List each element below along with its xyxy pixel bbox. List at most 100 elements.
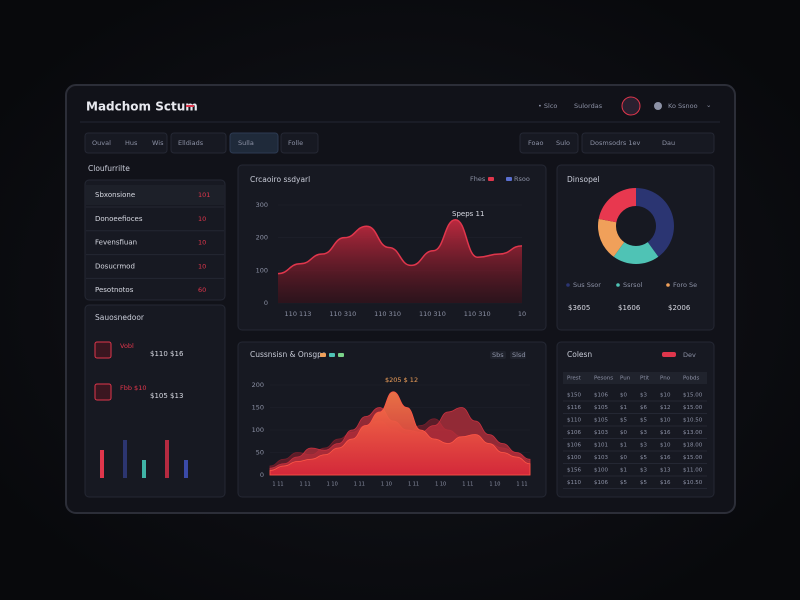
tab[interactable] (280, 132, 319, 154)
x-tick-label: 10 (518, 310, 526, 318)
tab[interactable] (170, 132, 227, 154)
list-label: Dosucrmod (95, 262, 135, 270)
legend-pill (510, 351, 526, 359)
donut-segment (598, 218, 625, 257)
filter-group[interactable] (519, 132, 579, 154)
x-tick-label: 1 11 (408, 482, 419, 488)
table-cell: $0 (620, 455, 627, 461)
x-tick-label: 110 310 (374, 310, 401, 318)
table-cell: $10.50 (683, 480, 703, 486)
table-cell: $1 (620, 468, 627, 474)
nav-link[interactable]: • Slco (538, 102, 557, 110)
table-cell: $106 (567, 430, 581, 436)
legend-value: $2006 (668, 304, 691, 312)
table-cell: $106 (594, 480, 608, 486)
x-tick-label: 1 10 (327, 482, 338, 488)
legend-dot (666, 283, 670, 287)
dropdown-caret[interactable]: ⌄ (706, 101, 711, 109)
table-header: Pesons (594, 376, 613, 382)
bar (123, 440, 127, 478)
table-cell: $5 (620, 480, 627, 486)
table-cell: $0 (620, 393, 627, 399)
tab-active[interactable] (229, 132, 279, 154)
legend-dot (616, 283, 620, 287)
table-cell: $3 (640, 443, 647, 449)
legend-swatch (488, 177, 494, 181)
x-tick-label: 1 11 (462, 482, 473, 488)
table-cell: $15.00 (683, 455, 703, 461)
user-name[interactable]: Ko Ssnoo (668, 102, 698, 110)
settings-icon[interactable] (654, 102, 662, 110)
table-cell: $100 (594, 468, 608, 474)
legend-label: Sbs (492, 351, 504, 359)
y-tick-label: 200 (256, 234, 268, 242)
y-tick-label: 100 (256, 266, 268, 274)
legend-pill (490, 351, 506, 359)
table-cell: $156 (567, 468, 581, 474)
table-cell: $15.00 (683, 405, 703, 411)
list-value: 60 (198, 286, 206, 294)
panel-title: Colesn (567, 350, 592, 359)
toolbar-label[interactable]: Dau (662, 139, 675, 147)
y-tick-label: 50 (256, 449, 264, 457)
list-label: Pesotnotos (95, 286, 134, 294)
table-cell: $11.00 (683, 468, 703, 474)
y-tick-label: 150 (252, 404, 264, 412)
legend-label: Foro Se (673, 281, 697, 289)
avatar[interactable] (621, 96, 641, 116)
legend-label: Fhes (470, 175, 486, 183)
tab-label[interactable]: Sulla (238, 139, 254, 147)
toolbar-label[interactable]: Foao (528, 139, 543, 147)
toolbar-label[interactable]: Dosmsodrs 1ev (590, 139, 640, 147)
bar (165, 440, 169, 478)
legend-label: Rsoo (514, 175, 530, 183)
list-label: Fevensfiuan (95, 239, 137, 247)
chart-annotation: Speps 11 (452, 210, 484, 218)
tab-label[interactable]: Wis (152, 139, 164, 147)
tab-label[interactable]: Elldiads (178, 139, 204, 147)
tab-label[interactable]: Folle (288, 139, 303, 147)
table-cell: $106 (567, 443, 581, 449)
table-cell: $3 (640, 393, 647, 399)
table-cell: $6 (640, 405, 647, 411)
nav-link[interactable]: Sulordas (574, 102, 603, 110)
x-tick-label: 110 310 (419, 310, 446, 318)
x-tick-label: 110 113 (285, 310, 312, 318)
legend-label: Slsd (512, 351, 525, 359)
table-cell: $101 (594, 443, 608, 449)
area (269, 391, 531, 476)
y-tick-label: 100 (252, 426, 264, 434)
tab-label[interactable]: Hus (125, 139, 138, 147)
table-cell: $110 (567, 418, 581, 424)
sidebar-title: Cloufurrilte (88, 164, 130, 173)
table-cell: $12 (660, 405, 671, 411)
table-cell: $13 (660, 468, 671, 474)
item-value: $105 $13 (150, 392, 183, 400)
x-tick-label: 1 10 (381, 482, 392, 488)
date-range[interactable] (581, 132, 715, 154)
toolbar-label[interactable]: Sulo (556, 139, 570, 147)
table-cell: $0 (620, 430, 627, 436)
table-cell: $10 (660, 443, 671, 449)
panel-title: Sauosnedoor (95, 313, 145, 322)
x-tick-label: 1 11 (516, 482, 527, 488)
legend-label: Ssrsol (623, 281, 643, 289)
bar (142, 460, 146, 478)
table-cell: $1 (620, 405, 627, 411)
table-cell: $5 (640, 480, 647, 486)
tab-label[interactable]: Ouval (92, 139, 111, 147)
y-tick-label: 0 (264, 299, 268, 307)
table-cell: $5 (640, 418, 647, 424)
table-cell: $18.00 (683, 443, 703, 449)
table-cell: $103 (594, 430, 608, 436)
table-header: Pobds (683, 376, 699, 382)
list-value: 101 (198, 191, 210, 199)
x-tick-label: 1 11 (300, 482, 311, 488)
table-header: Prest (567, 376, 582, 382)
table-header-bg (563, 372, 707, 384)
item-value: $110 $16 (150, 350, 184, 358)
table-cell: $13.00 (683, 430, 703, 436)
tag-label: Dev (683, 351, 696, 359)
legend-swatch (320, 353, 326, 357)
